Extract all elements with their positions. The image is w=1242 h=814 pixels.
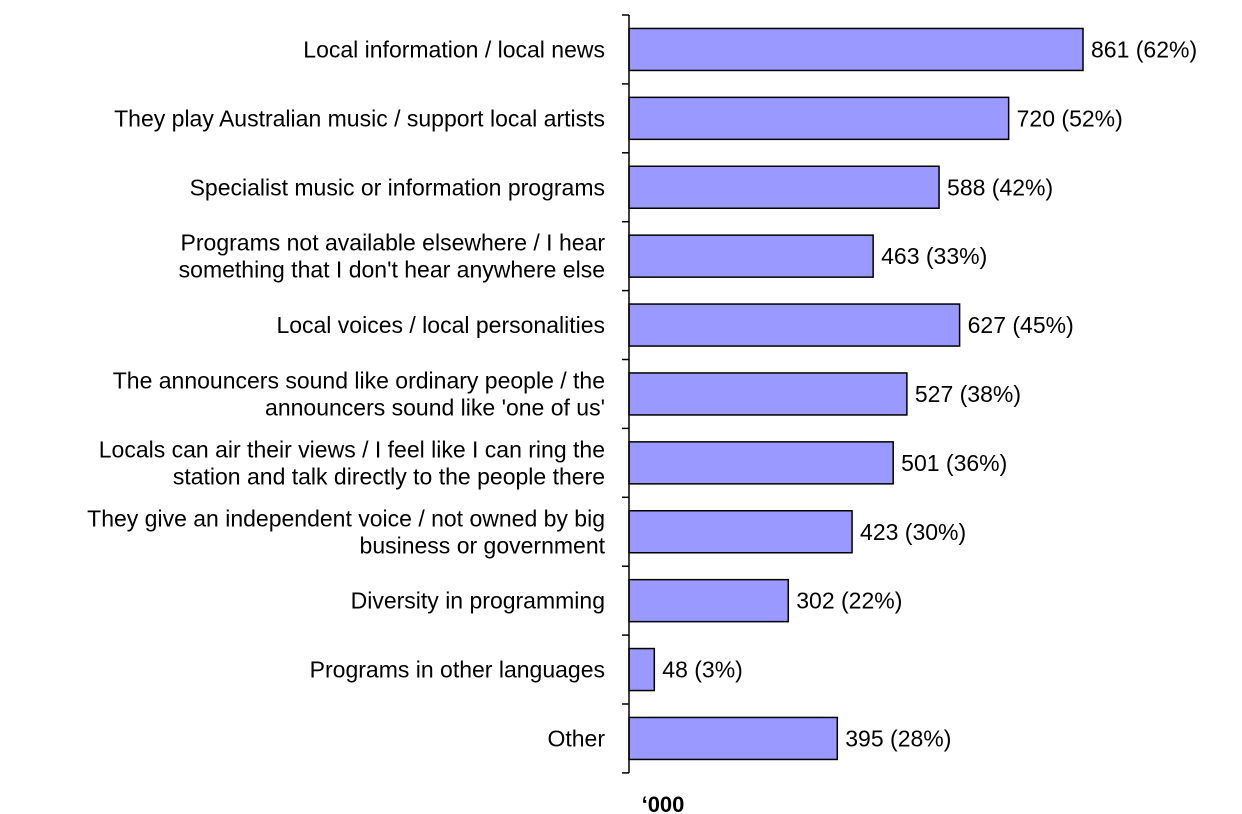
category-label-local-voices-local-personalities: Local voices / local personalities bbox=[276, 312, 605, 338]
bar-diversity-in-programming bbox=[628, 578, 789, 623]
data-label-diversity-in-programming: 302 (22%) bbox=[796, 588, 902, 614]
category-label-the-announcers-sound-like-ordinary-people-the-announcers-sound-like-one-of-us: The announcers sound like ordinary peopl… bbox=[113, 367, 605, 420]
category-label-local-information-local-news: Local information / local news bbox=[303, 36, 605, 62]
category-label-locals-can-air-their-views-i-feel-like-i-can-ring-the-station-and-talk-directly-to-the-people-there: Locals can air their views / I feel like… bbox=[99, 436, 605, 489]
data-label-programs-not-available-elsewhere-i-hear-something-that-i-don-t-hear-anywhere-else: 463 (33%) bbox=[881, 243, 987, 269]
category-label-they-play-australian-music-support-local-artists: They play Australian music / support loc… bbox=[114, 105, 605, 131]
data-label-specialist-music-or-information-programs: 588 (42%) bbox=[947, 174, 1053, 200]
data-label-local-voices-local-personalities: 627 (45%) bbox=[968, 312, 1074, 338]
category-label-programs-not-available-elsewhere-i-hear-something-that-i-don-t-hear-anywhere-else: Programs not available elsewhere / I hea… bbox=[179, 230, 606, 283]
data-labels: 861 (62%) 720 (52%) 588 (42%) 463 (33%) 627 … bbox=[662, 36, 1197, 751]
axis-ticks bbox=[622, 14, 629, 774]
category-label-other: Other bbox=[547, 725, 605, 751]
bar-programs-in-other-languages bbox=[628, 647, 656, 692]
category-label-specialist-music-or-information-programs: Specialist music or information programs bbox=[190, 174, 605, 200]
x-axis-title: ‘000 bbox=[642, 792, 685, 814]
data-label-local-information-local-news: 861 (62%) bbox=[1091, 36, 1197, 62]
category-labels: Local information / local news They play … bbox=[87, 36, 605, 751]
bar-programs-not-available-elsewhere-i-hear-something-that-i-don-t-hear-anywhere-else bbox=[628, 234, 874, 278]
data-label-they-give-an-independent-voice-not-owned-by-big-business-or-government: 423 (30%) bbox=[860, 519, 966, 545]
bar-local-voices-local-personalities bbox=[628, 303, 961, 347]
category-label-programs-in-other-languages: Programs in other languages bbox=[310, 657, 605, 683]
bar-they-give-an-independent-voice-not-owned-by-big-business-or-government bbox=[628, 510, 853, 554]
bar-locals-can-air-their-views-i-feel-like-i-can-ring-the-station-and-talk-directly-to-the-people-there bbox=[628, 441, 894, 485]
category-label-diversity-in-programming: Diversity in programming bbox=[351, 588, 605, 614]
bar-other bbox=[628, 716, 839, 761]
data-label-other: 395 (28%) bbox=[845, 725, 951, 751]
data-label-the-announcers-sound-like-ordinary-people-the-announcers-sound-like-one-of-us: 527 (38%) bbox=[915, 381, 1021, 407]
data-label-they-play-australian-music-support-local-artists: 720 (52%) bbox=[1017, 105, 1123, 131]
bar-the-announcers-sound-like-ordinary-people-the-announcers-sound-like-one-of-us bbox=[628, 372, 908, 416]
bar-they-play-australian-music-support-local-artists bbox=[628, 96, 1010, 141]
bars bbox=[628, 27, 1084, 761]
data-label-locals-can-air-their-views-i-feel-like-i-can-ring-the-station-and-talk-directly-to-the-people-there: 501 (36%) bbox=[901, 450, 1007, 476]
data-label-programs-in-other-languages: 48 (3%) bbox=[662, 657, 743, 683]
category-label-they-give-an-independent-voice-not-owned-by-big-business-or-government: They give an independent voice / not own… bbox=[87, 505, 605, 558]
bar-local-information-local-news bbox=[628, 27, 1084, 72]
bar-specialist-music-or-information-programs bbox=[628, 165, 940, 209]
